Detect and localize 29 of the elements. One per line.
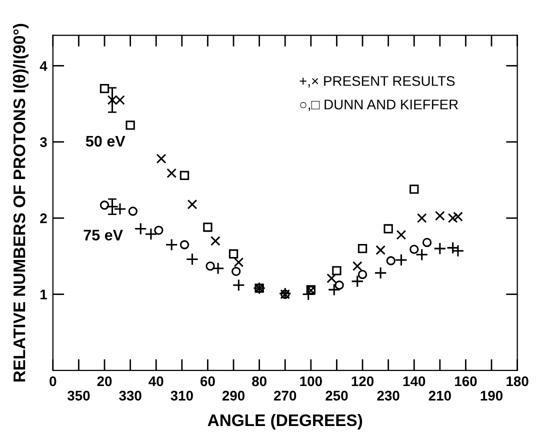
x-tick-label: 40 [148, 376, 164, 386]
x-tick-label: 120 [352, 376, 374, 386]
y-tick-label: 3 [40, 137, 47, 148]
x-tick-label: 20 [97, 376, 112, 386]
x2-tick-label: 190 [480, 390, 503, 401]
y-tick-label: 1 [40, 290, 47, 300]
annotation: 50 eV [86, 136, 126, 147]
x2-tick-label: 270 [274, 390, 296, 401]
annotation: ○,□ DUNN AND KIEFFER [300, 100, 458, 112]
x2-tick-label: 290 [222, 390, 245, 401]
x-axis-title: ANGLE (DEGREES) [208, 414, 362, 430]
x2-tick-label: 230 [377, 390, 400, 401]
y-tick-label: 2 [40, 213, 47, 224]
x-tick-label: 180 [506, 376, 528, 386]
x2-tick-label: 350 [67, 390, 90, 401]
x-tick-label: 100 [300, 376, 322, 386]
x2-tick-label: 310 [170, 390, 193, 401]
x2-tick-label: 210 [428, 390, 451, 401]
x-tick-label: 140 [403, 376, 426, 386]
annotation: +,× PRESENT RESULTS [300, 76, 455, 88]
annotation: 75 eV [84, 230, 123, 240]
x-tick-label: 0 [50, 376, 56, 386]
x-tick-label: 160 [455, 376, 477, 386]
x2-tick-label: 330 [119, 390, 142, 401]
x2-tick-label: 250 [326, 390, 348, 401]
y-axis-title: RELATIVE NUMBERS OF PROTONS I(θ)/I(90°) [12, 24, 29, 382]
x-tick-label: 60 [200, 376, 215, 386]
x-tick-label: 80 [252, 376, 266, 386]
y-tick-label: 4 [40, 61, 48, 71]
